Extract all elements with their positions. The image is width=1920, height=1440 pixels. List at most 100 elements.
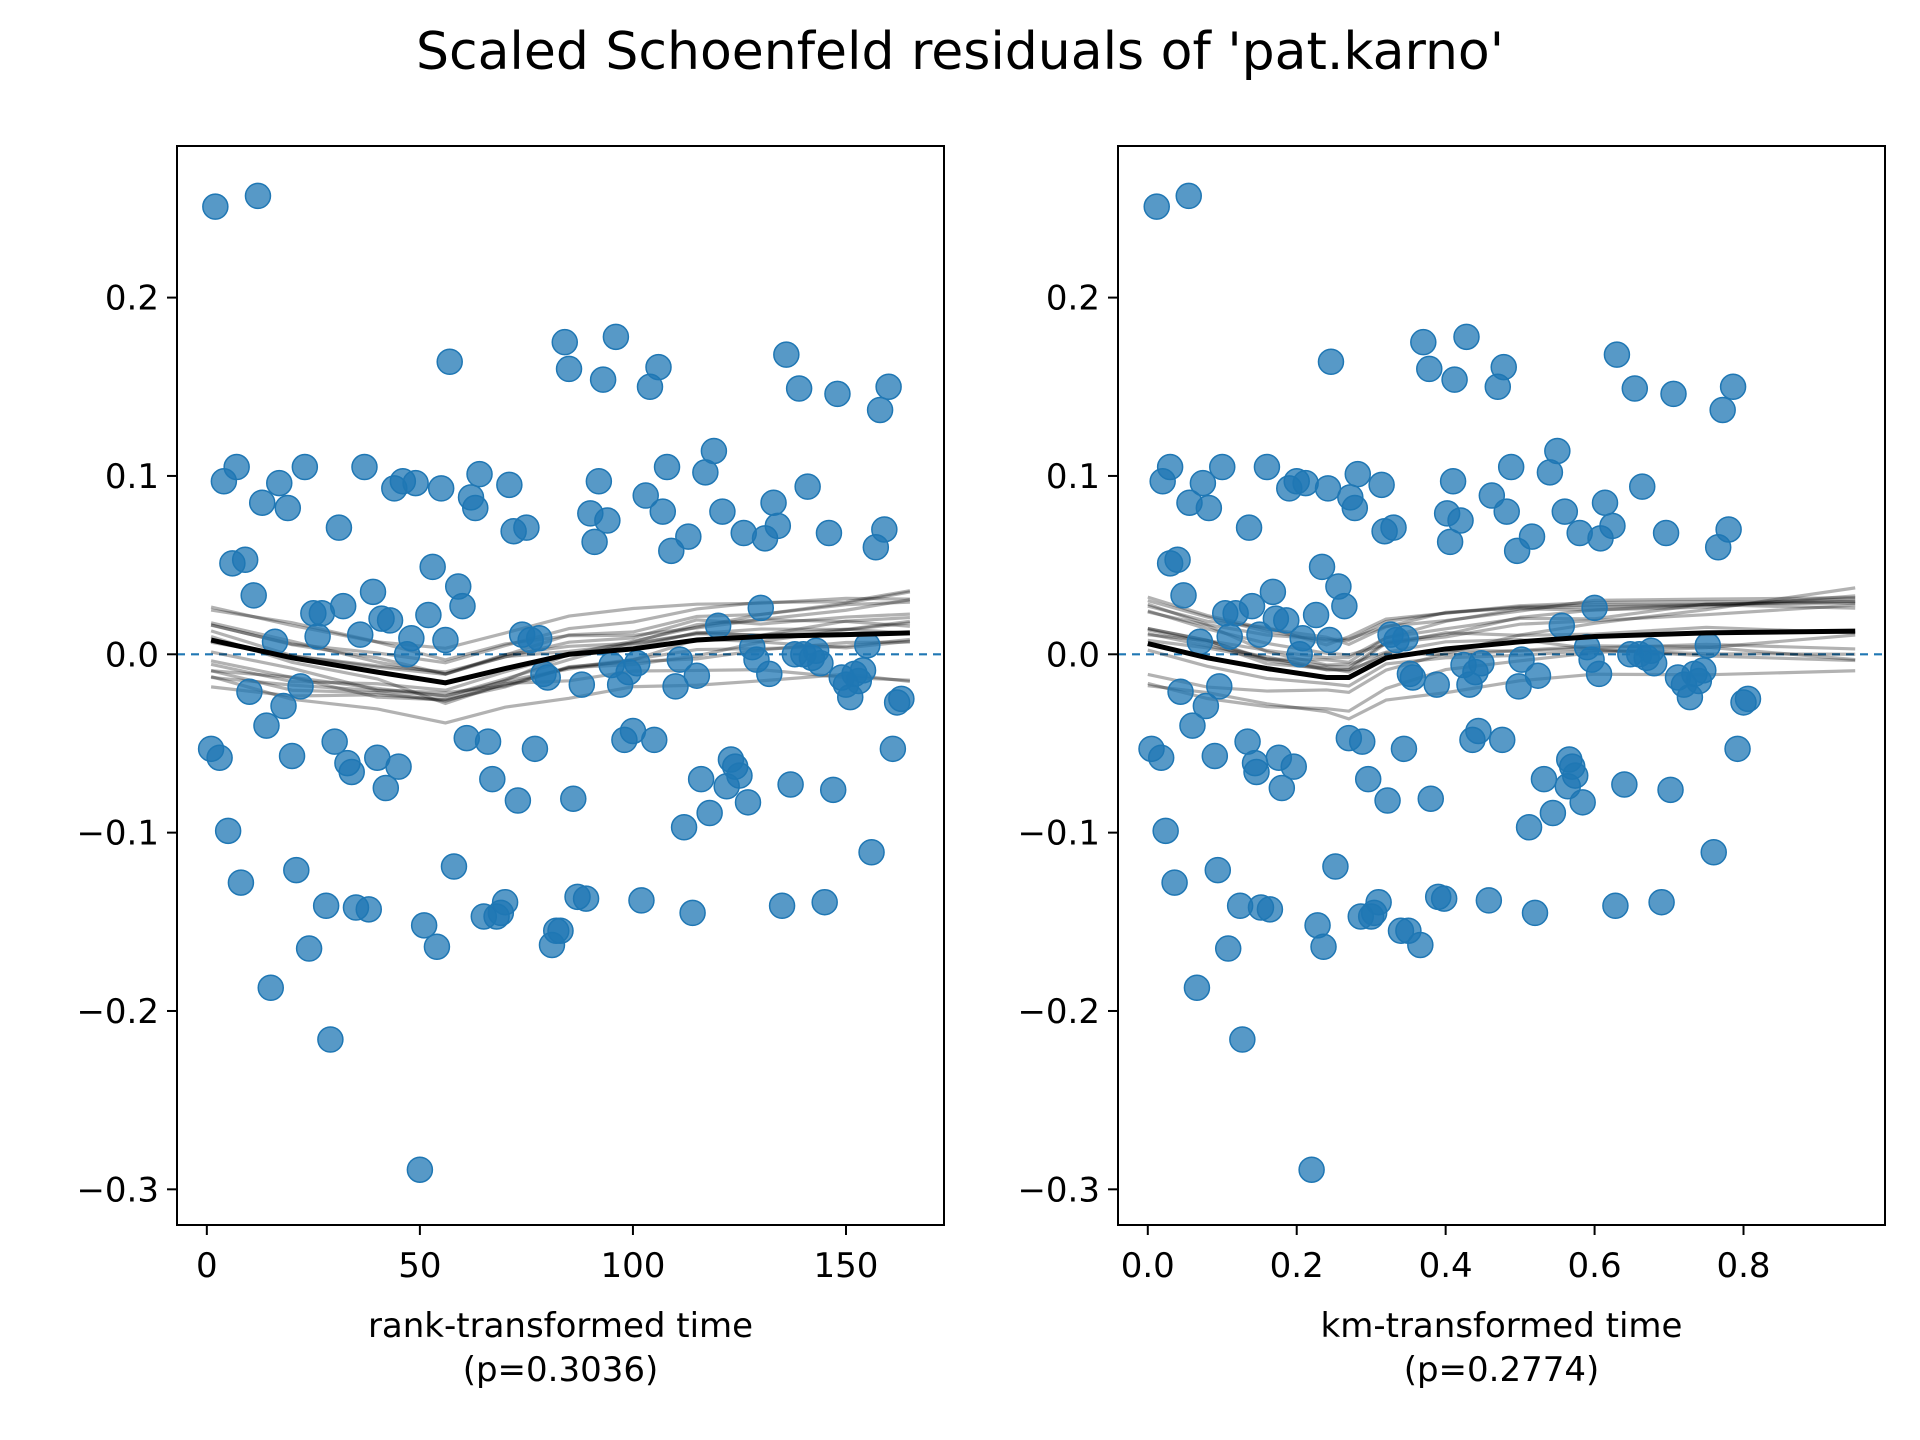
residual-point	[427, 475, 455, 502]
bootstrap-curve	[1147, 599, 1856, 643]
y-tick-label: −0.3	[1017, 1170, 1100, 1210]
residual-point	[1715, 516, 1742, 543]
residual-point	[551, 328, 579, 356]
residual-point	[572, 885, 600, 912]
residual-point	[436, 348, 463, 376]
residual-point	[462, 494, 489, 522]
residual-point	[632, 482, 659, 509]
residual-point	[589, 366, 617, 393]
residual-point	[1167, 678, 1194, 705]
x-tick-label: 0.8	[1716, 1246, 1770, 1286]
residual-point	[291, 453, 319, 481]
residual-point	[658, 537, 685, 565]
residual-point	[372, 774, 400, 802]
residual-point	[1581, 594, 1608, 622]
residual-point	[1238, 592, 1266, 620]
axes-frame	[1117, 145, 1886, 1226]
residual-point	[355, 896, 382, 923]
residual-point	[534, 664, 561, 691]
residual-point	[1694, 632, 1722, 659]
residual-point	[1322, 853, 1349, 880]
x-tick-label: 0.0	[1121, 1246, 1175, 1286]
residual-point	[1186, 628, 1214, 656]
bootstrap-curve	[210, 612, 910, 674]
residual-point	[1621, 375, 1649, 402]
y-tick-label: −0.1	[76, 814, 159, 854]
residual-point	[1341, 494, 1369, 522]
residual-point	[879, 735, 907, 763]
residual-point	[1216, 623, 1243, 650]
residual-point	[466, 460, 493, 488]
residual-point	[785, 375, 813, 402]
residual-point	[687, 765, 715, 793]
residual-point	[1229, 1026, 1256, 1053]
residual-point	[1465, 717, 1492, 745]
residual-point	[849, 657, 877, 684]
residual-point	[649, 498, 677, 525]
residual-point	[1253, 453, 1281, 481]
residual-point	[1164, 546, 1191, 574]
residual-point	[1430, 885, 1458, 912]
residual-point	[585, 468, 613, 495]
residual-point	[385, 753, 412, 780]
residual-point	[287, 673, 314, 700]
residual-point	[1611, 771, 1638, 798]
residual-point	[594, 507, 621, 534]
residual-point	[1195, 494, 1223, 522]
residual-point	[1259, 578, 1287, 606]
residual-point	[295, 935, 323, 962]
residual-point	[432, 626, 459, 654]
residual-point	[1652, 519, 1680, 547]
residual-point	[815, 519, 843, 547]
residual-point	[1368, 471, 1395, 499]
residual-point	[1724, 735, 1751, 763]
residual-point	[1544, 437, 1571, 465]
residual-point	[871, 516, 898, 543]
residual-point	[449, 592, 476, 620]
residual-point	[1417, 785, 1445, 813]
residual-point	[1410, 328, 1437, 356]
residual-point	[1734, 685, 1762, 713]
residual-point	[1524, 662, 1552, 689]
residual-point	[1640, 649, 1668, 677]
residual-point	[670, 814, 698, 841]
residual-point	[679, 899, 706, 927]
residual-point	[1447, 507, 1474, 534]
bootstrap-curve	[1147, 599, 1856, 647]
plot-area	[177, 182, 944, 1183]
residual-point	[1518, 523, 1546, 550]
p-value-label: (p=0.3036)	[463, 1350, 659, 1390]
residual-point	[376, 607, 404, 634]
y-tick-label: −0.1	[1017, 814, 1100, 854]
bootstrap-curve	[210, 589, 911, 665]
residual-point	[1392, 624, 1419, 652]
y-tick-label: −0.2	[1017, 992, 1100, 1032]
residual-point	[1690, 657, 1717, 684]
residual-point	[1628, 473, 1656, 500]
residual-point	[266, 469, 293, 497]
x-axis-label: km-transformed time	[1321, 1306, 1683, 1346]
residual-point	[1201, 742, 1229, 770]
residual-point	[696, 799, 723, 827]
residual-point	[1298, 1156, 1325, 1183]
x-tick-label: 0	[196, 1246, 218, 1286]
residual-point	[1314, 475, 1342, 502]
residual-point	[1709, 396, 1736, 424]
residual-point	[1365, 888, 1392, 916]
y-tick-label: 0.2	[105, 279, 159, 319]
residual-point	[683, 662, 711, 689]
residual-point	[283, 856, 310, 884]
residual-point	[568, 671, 596, 698]
residual-point	[1214, 935, 1242, 962]
bootstrap-curve	[210, 598, 911, 698]
residual-point	[1292, 469, 1319, 497]
residual-point	[1280, 753, 1307, 780]
residual-point	[777, 771, 804, 798]
residual-point	[1497, 453, 1525, 481]
y-tick-label: −0.2	[76, 992, 159, 1032]
residual-point	[223, 453, 250, 481]
chart-suptitle: Scaled Schoenfeld residuals of 'pat.karn…	[415, 22, 1505, 82]
residual-point	[602, 323, 630, 351]
residual-point	[1441, 366, 1468, 393]
